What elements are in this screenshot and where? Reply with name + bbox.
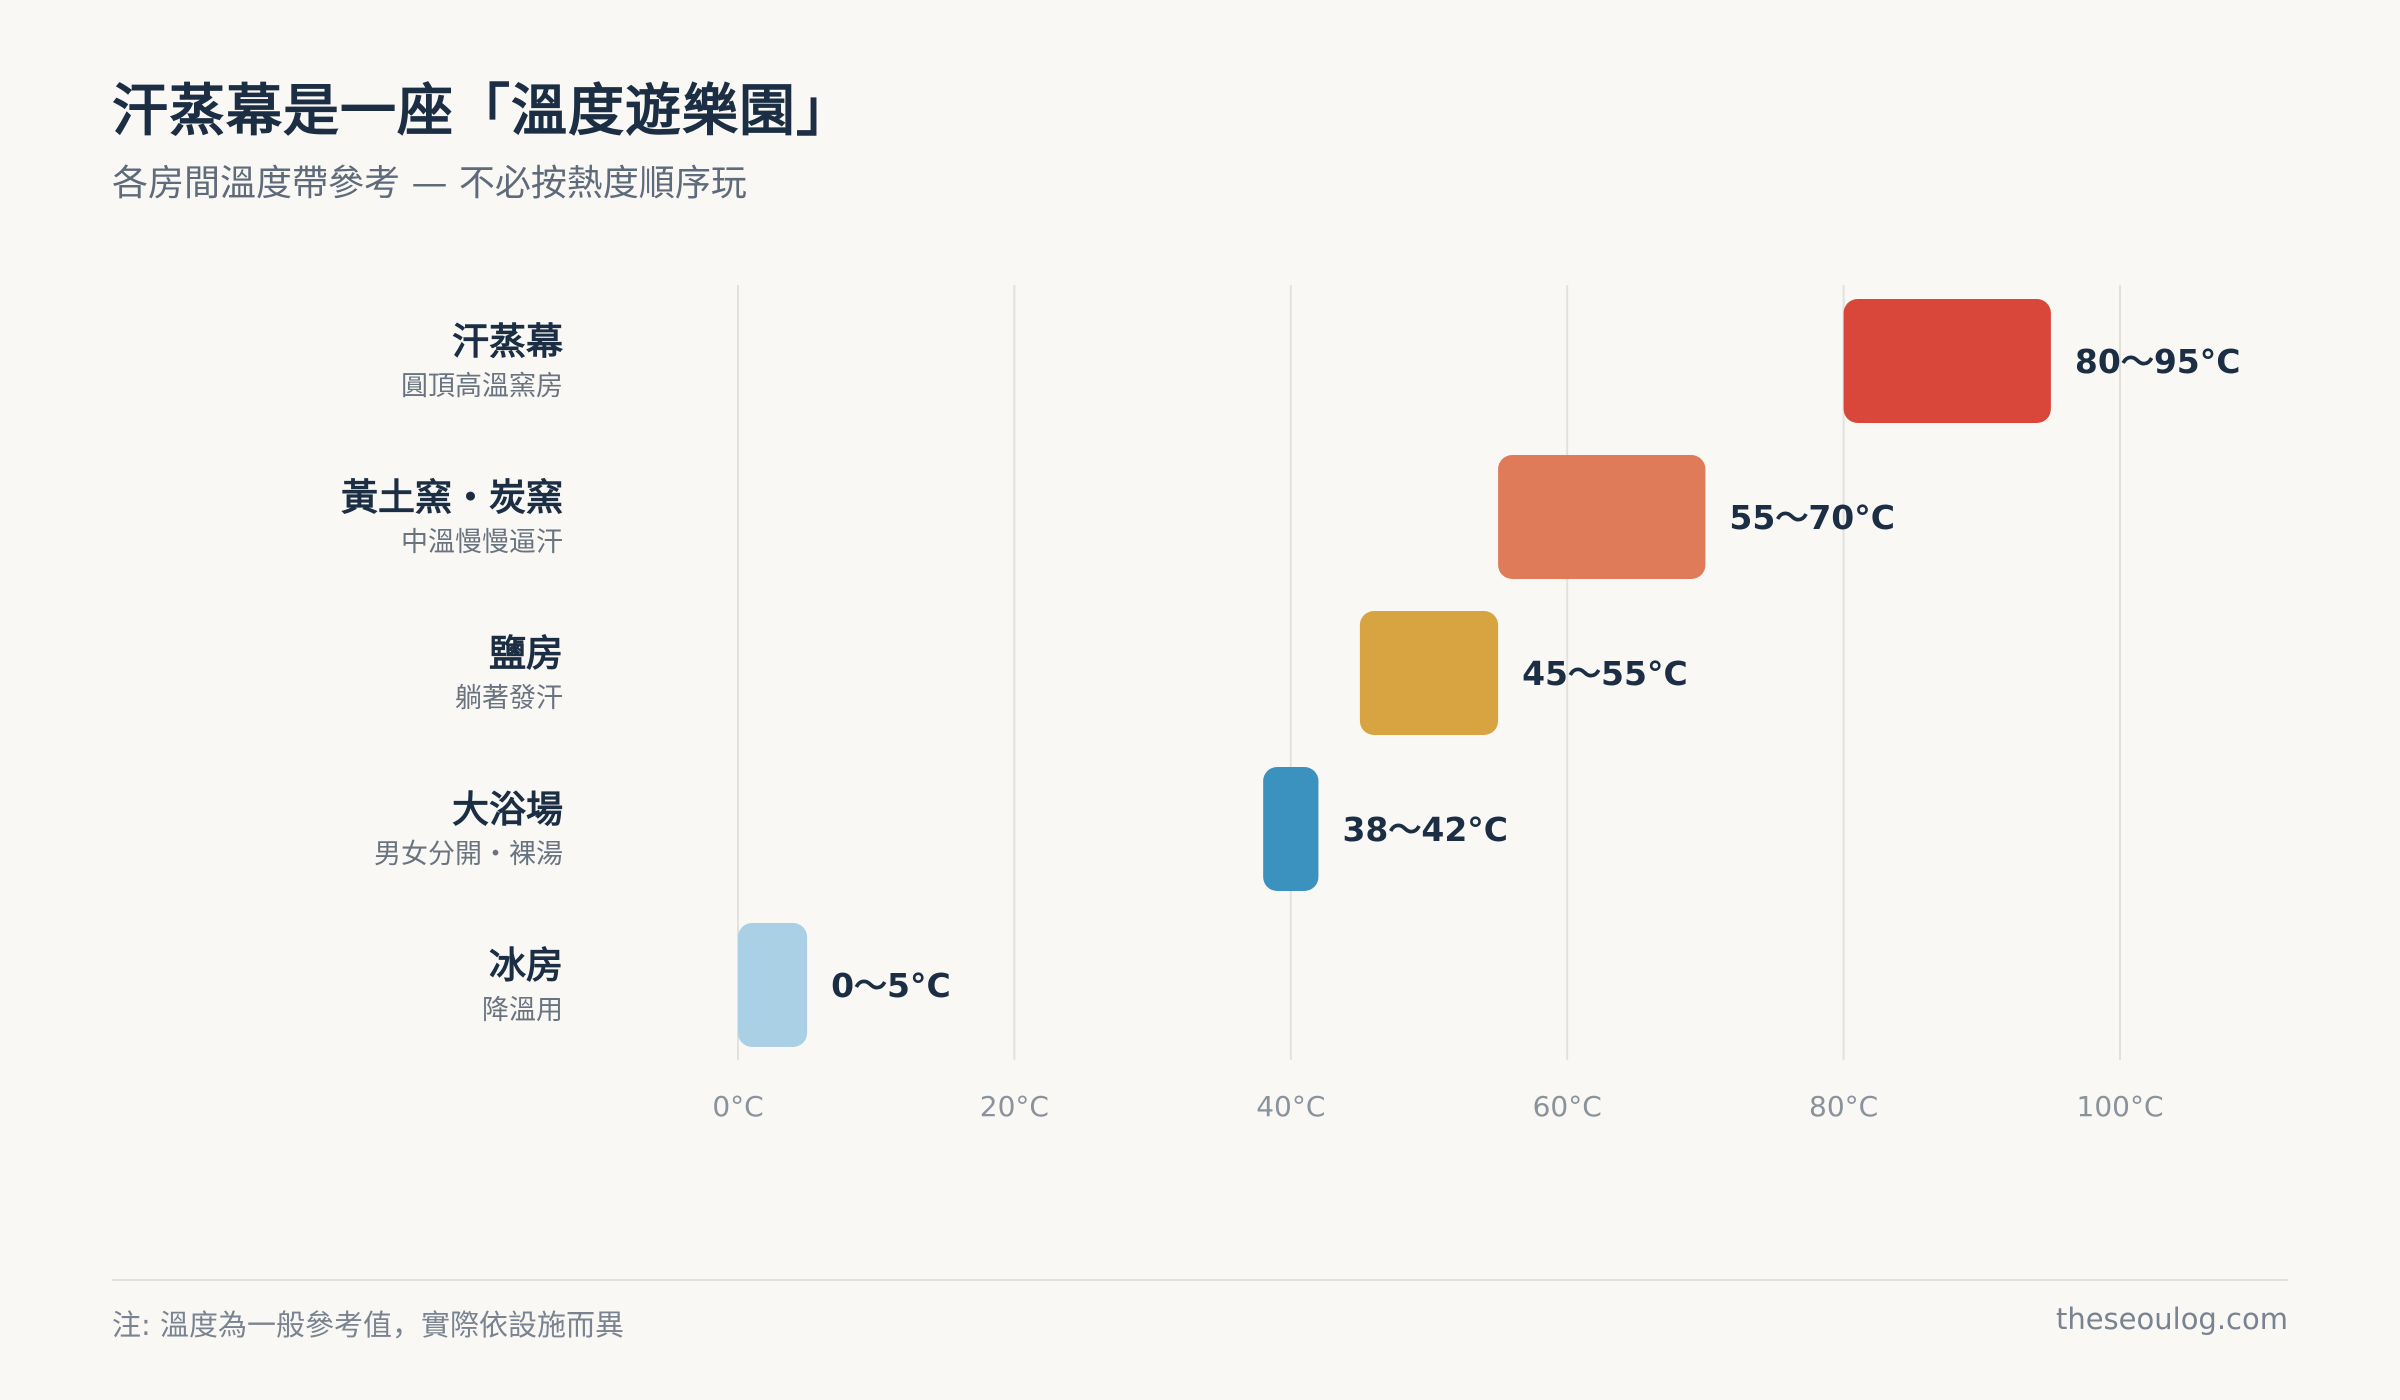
range-value-label: 0〜5°C — [831, 966, 951, 1005]
range-bar — [1498, 455, 1706, 579]
range-bar — [738, 923, 808, 1047]
room-name-label: 黃土窯・炭窯 — [341, 476, 563, 519]
x-tick-label: 0°C — [712, 1090, 763, 1123]
range-bar — [1359, 611, 1499, 735]
room-desc-label: 降溫用 — [482, 995, 563, 1026]
range-value-label: 80〜95°C — [2075, 342, 2241, 381]
range-value-label: 38〜42°C — [1342, 810, 1508, 849]
room-desc-label: 男女分開・裸湯 — [374, 839, 563, 870]
range-bar — [1263, 767, 1319, 891]
room-name-label: 汗蒸幕 — [452, 320, 564, 363]
chart-subtitle: 各房間溫度帶參考 — 不必按熱度順序玩 — [112, 163, 747, 204]
room-desc-label: 中溫慢慢逼汗 — [401, 527, 563, 558]
x-tick-label: 20°C — [980, 1090, 1049, 1123]
footer-divider — [112, 1279, 2288, 1281]
room-name-label: 大浴場 — [452, 788, 563, 831]
x-tick-label: 40°C — [1256, 1090, 1325, 1123]
x-tick-label: 100°C — [2077, 1090, 2164, 1123]
room-name-label: 冰房 — [489, 944, 563, 987]
room-desc-label: 圓頂高溫窯房 — [401, 371, 563, 402]
room-name-label: 鹽房 — [489, 632, 563, 675]
footer-note: 注: 溫度為一般參考值，實際依設施而異 — [112, 1308, 624, 1342]
room-desc-label: 躺著發汗 — [455, 683, 563, 714]
x-tick-label: 80°C — [1809, 1090, 1878, 1123]
footer-site-link[interactable]: theseoulog.com — [2055, 1302, 2288, 1336]
chart-title: 汗蒸幕是一座「溫度遊樂園」 — [112, 79, 853, 144]
range-bar — [1843, 299, 2051, 423]
range-value-label: 45〜55°C — [1522, 654, 1688, 693]
range-value-label: 55〜70°C — [1729, 498, 1895, 537]
x-tick-label: 60°C — [1533, 1090, 1602, 1123]
